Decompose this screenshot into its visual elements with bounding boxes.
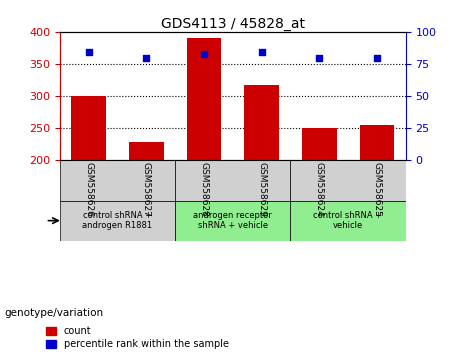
Bar: [360, 125, 394, 160]
Point: [258, 50, 266, 55]
Bar: [290, 201, 406, 241]
Bar: [175, 160, 290, 201]
Bar: [244, 85, 279, 160]
Legend: count, percentile rank within the sample: count, percentile rank within the sample: [47, 326, 229, 349]
Bar: [60, 201, 175, 241]
Text: genotype/variation: genotype/variation: [5, 308, 104, 318]
Text: androgen receptor
shRNA + vehicle: androgen receptor shRNA + vehicle: [194, 211, 272, 230]
Bar: [129, 142, 164, 160]
Text: GSM558629: GSM558629: [257, 162, 266, 217]
Text: control shRNA +
androgen R1881: control shRNA + androgen R1881: [83, 211, 153, 230]
Bar: [302, 128, 337, 160]
Bar: [290, 160, 406, 201]
Text: GSM558626: GSM558626: [84, 162, 93, 217]
Bar: [60, 160, 175, 201]
Point: [315, 55, 323, 61]
Title: GDS4113 / 45828_at: GDS4113 / 45828_at: [161, 17, 305, 31]
Text: GSM558624: GSM558624: [315, 162, 324, 217]
Point: [200, 51, 207, 57]
Text: control shRNA +
vehicle: control shRNA + vehicle: [313, 211, 383, 230]
Point: [373, 55, 381, 61]
Point: [85, 50, 92, 55]
Bar: [71, 96, 106, 160]
Text: GSM558625: GSM558625: [372, 162, 381, 217]
Text: GSM558627: GSM558627: [142, 162, 151, 217]
Text: GSM558628: GSM558628: [200, 162, 208, 217]
Bar: [187, 38, 221, 160]
Point: [142, 55, 150, 61]
Bar: [175, 201, 290, 241]
